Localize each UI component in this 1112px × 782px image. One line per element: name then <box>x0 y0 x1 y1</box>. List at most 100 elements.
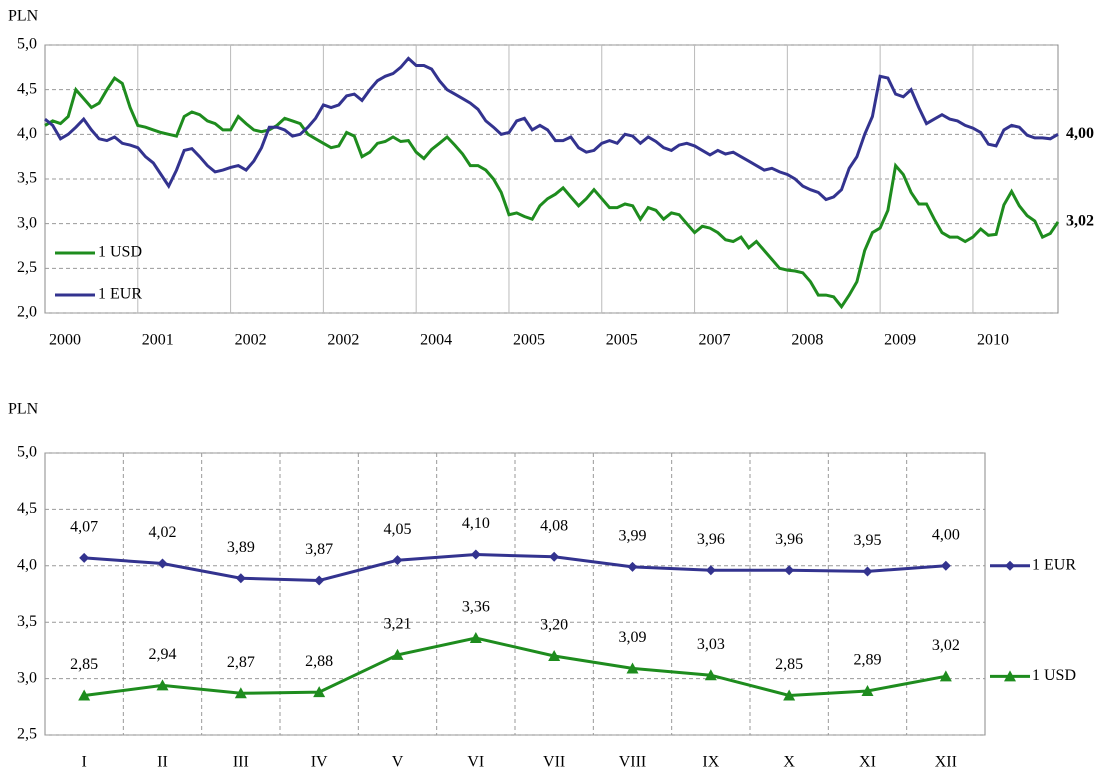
x-tick-label: 2002 <box>235 332 267 349</box>
x-tick-label: 2007 <box>699 332 731 349</box>
data-label: 2,89 <box>854 652 882 669</box>
x-tick-label: IV <box>311 754 328 771</box>
legend-label: 1 USD <box>98 244 142 261</box>
x-tick-label: VIII <box>619 754 647 771</box>
data-label: 2,85 <box>70 656 98 673</box>
y-tick-label: 3,5 <box>17 613 37 630</box>
data-label: 3,96 <box>775 531 803 548</box>
marker <box>78 689 91 701</box>
marker <box>157 558 168 569</box>
x-tick-label: 2002 <box>327 332 359 349</box>
x-tick-label: 2009 <box>884 332 916 349</box>
marker <box>784 565 795 576</box>
data-label: 3,95 <box>854 532 882 549</box>
y-tick-label: 3,0 <box>17 214 37 231</box>
y-tick-label: 5,0 <box>17 444 37 461</box>
data-label: 3,02 <box>932 637 960 654</box>
marker <box>391 648 404 660</box>
x-tick-label: IX <box>702 754 719 771</box>
y-tick-label: 4,0 <box>17 556 37 573</box>
legend-label: 1 EUR <box>98 286 142 303</box>
legend-label: 1 USD <box>1032 667 1076 684</box>
x-tick-label: 2004 <box>420 332 452 349</box>
y-tick-label: 4,0 <box>17 125 37 142</box>
marker <box>314 575 325 586</box>
y-tick-label: 2,5 <box>17 259 37 276</box>
x-tick-label: VI <box>467 754 484 771</box>
x-tick-label: 2005 <box>513 332 545 349</box>
x-tick-label: X <box>783 754 795 771</box>
series-line <box>44 56 1059 202</box>
data-label: 2,87 <box>227 654 255 671</box>
marker <box>627 561 638 572</box>
x-tick-label: 2005 <box>606 332 638 349</box>
data-label: 4,05 <box>384 521 412 538</box>
end-label: 3,02 <box>1066 213 1094 230</box>
marker <box>626 662 639 674</box>
data-label: 3,89 <box>227 539 255 556</box>
y-tick-label: 5,0 <box>17 36 37 53</box>
x-tick-label: 2010 <box>977 332 1009 349</box>
marker <box>704 669 717 681</box>
data-label: 4,00 <box>932 526 960 543</box>
data-label: 2,88 <box>305 653 333 670</box>
data-label: 4,07 <box>70 519 98 536</box>
marker <box>392 555 403 566</box>
y-tick-label: 2,5 <box>17 726 37 743</box>
marker <box>940 560 951 571</box>
marker <box>862 566 873 577</box>
x-tick-label: 2001 <box>142 332 174 349</box>
series-line <box>44 75 1060 310</box>
end-label: 4,00 <box>1066 125 1094 142</box>
x-tick-label: VII <box>543 754 565 771</box>
y-tick-label: 4,5 <box>17 500 37 517</box>
series-line <box>84 636 947 698</box>
marker <box>783 689 796 701</box>
y-tick-label: 3,0 <box>17 669 37 686</box>
data-label: 4,10 <box>462 515 490 532</box>
x-tick-label: 2000 <box>49 332 81 349</box>
data-label: 4,08 <box>540 517 568 534</box>
x-tick-label: XII <box>935 754 957 771</box>
legend-marker <box>1005 560 1015 571</box>
y-axis-label: PLN <box>8 8 39 25</box>
marker <box>156 679 169 691</box>
series-line <box>84 552 946 583</box>
x-tick-label: III <box>233 754 249 771</box>
y-tick-label: 4,5 <box>17 80 37 97</box>
data-label: 4,02 <box>149 524 177 541</box>
marker <box>234 687 247 699</box>
marker <box>861 685 874 697</box>
x-tick-label: V <box>392 754 404 771</box>
x-tick-label: 2008 <box>791 332 823 349</box>
x-tick-label: XI <box>859 754 876 771</box>
data-label: 3,36 <box>462 599 490 616</box>
marker <box>549 551 560 562</box>
y-tick-label: 2,0 <box>17 304 37 321</box>
data-label: 3,87 <box>305 541 333 558</box>
data-label: 3,03 <box>697 636 725 653</box>
data-label: 3,09 <box>619 629 647 646</box>
y-tick-label: 3,5 <box>17 170 37 187</box>
marker <box>313 686 326 698</box>
marker <box>705 565 716 576</box>
data-label: 2,85 <box>775 656 803 673</box>
marker <box>469 631 482 643</box>
legend-label: 1 EUR <box>1032 556 1076 573</box>
marker <box>79 552 90 563</box>
y-axis-label: PLN <box>8 401 39 418</box>
x-tick-label: II <box>157 754 168 771</box>
x-tick-label: I <box>82 754 87 771</box>
legend-marker <box>1004 670 1016 682</box>
data-label: 3,20 <box>540 617 568 634</box>
data-label: 3,96 <box>697 531 725 548</box>
marker <box>470 549 481 560</box>
data-label: 3,99 <box>619 528 647 545</box>
marker <box>548 650 561 662</box>
data-label: 2,94 <box>149 646 177 663</box>
marker <box>939 670 952 682</box>
marker <box>235 573 246 584</box>
data-label: 3,21 <box>384 616 412 633</box>
